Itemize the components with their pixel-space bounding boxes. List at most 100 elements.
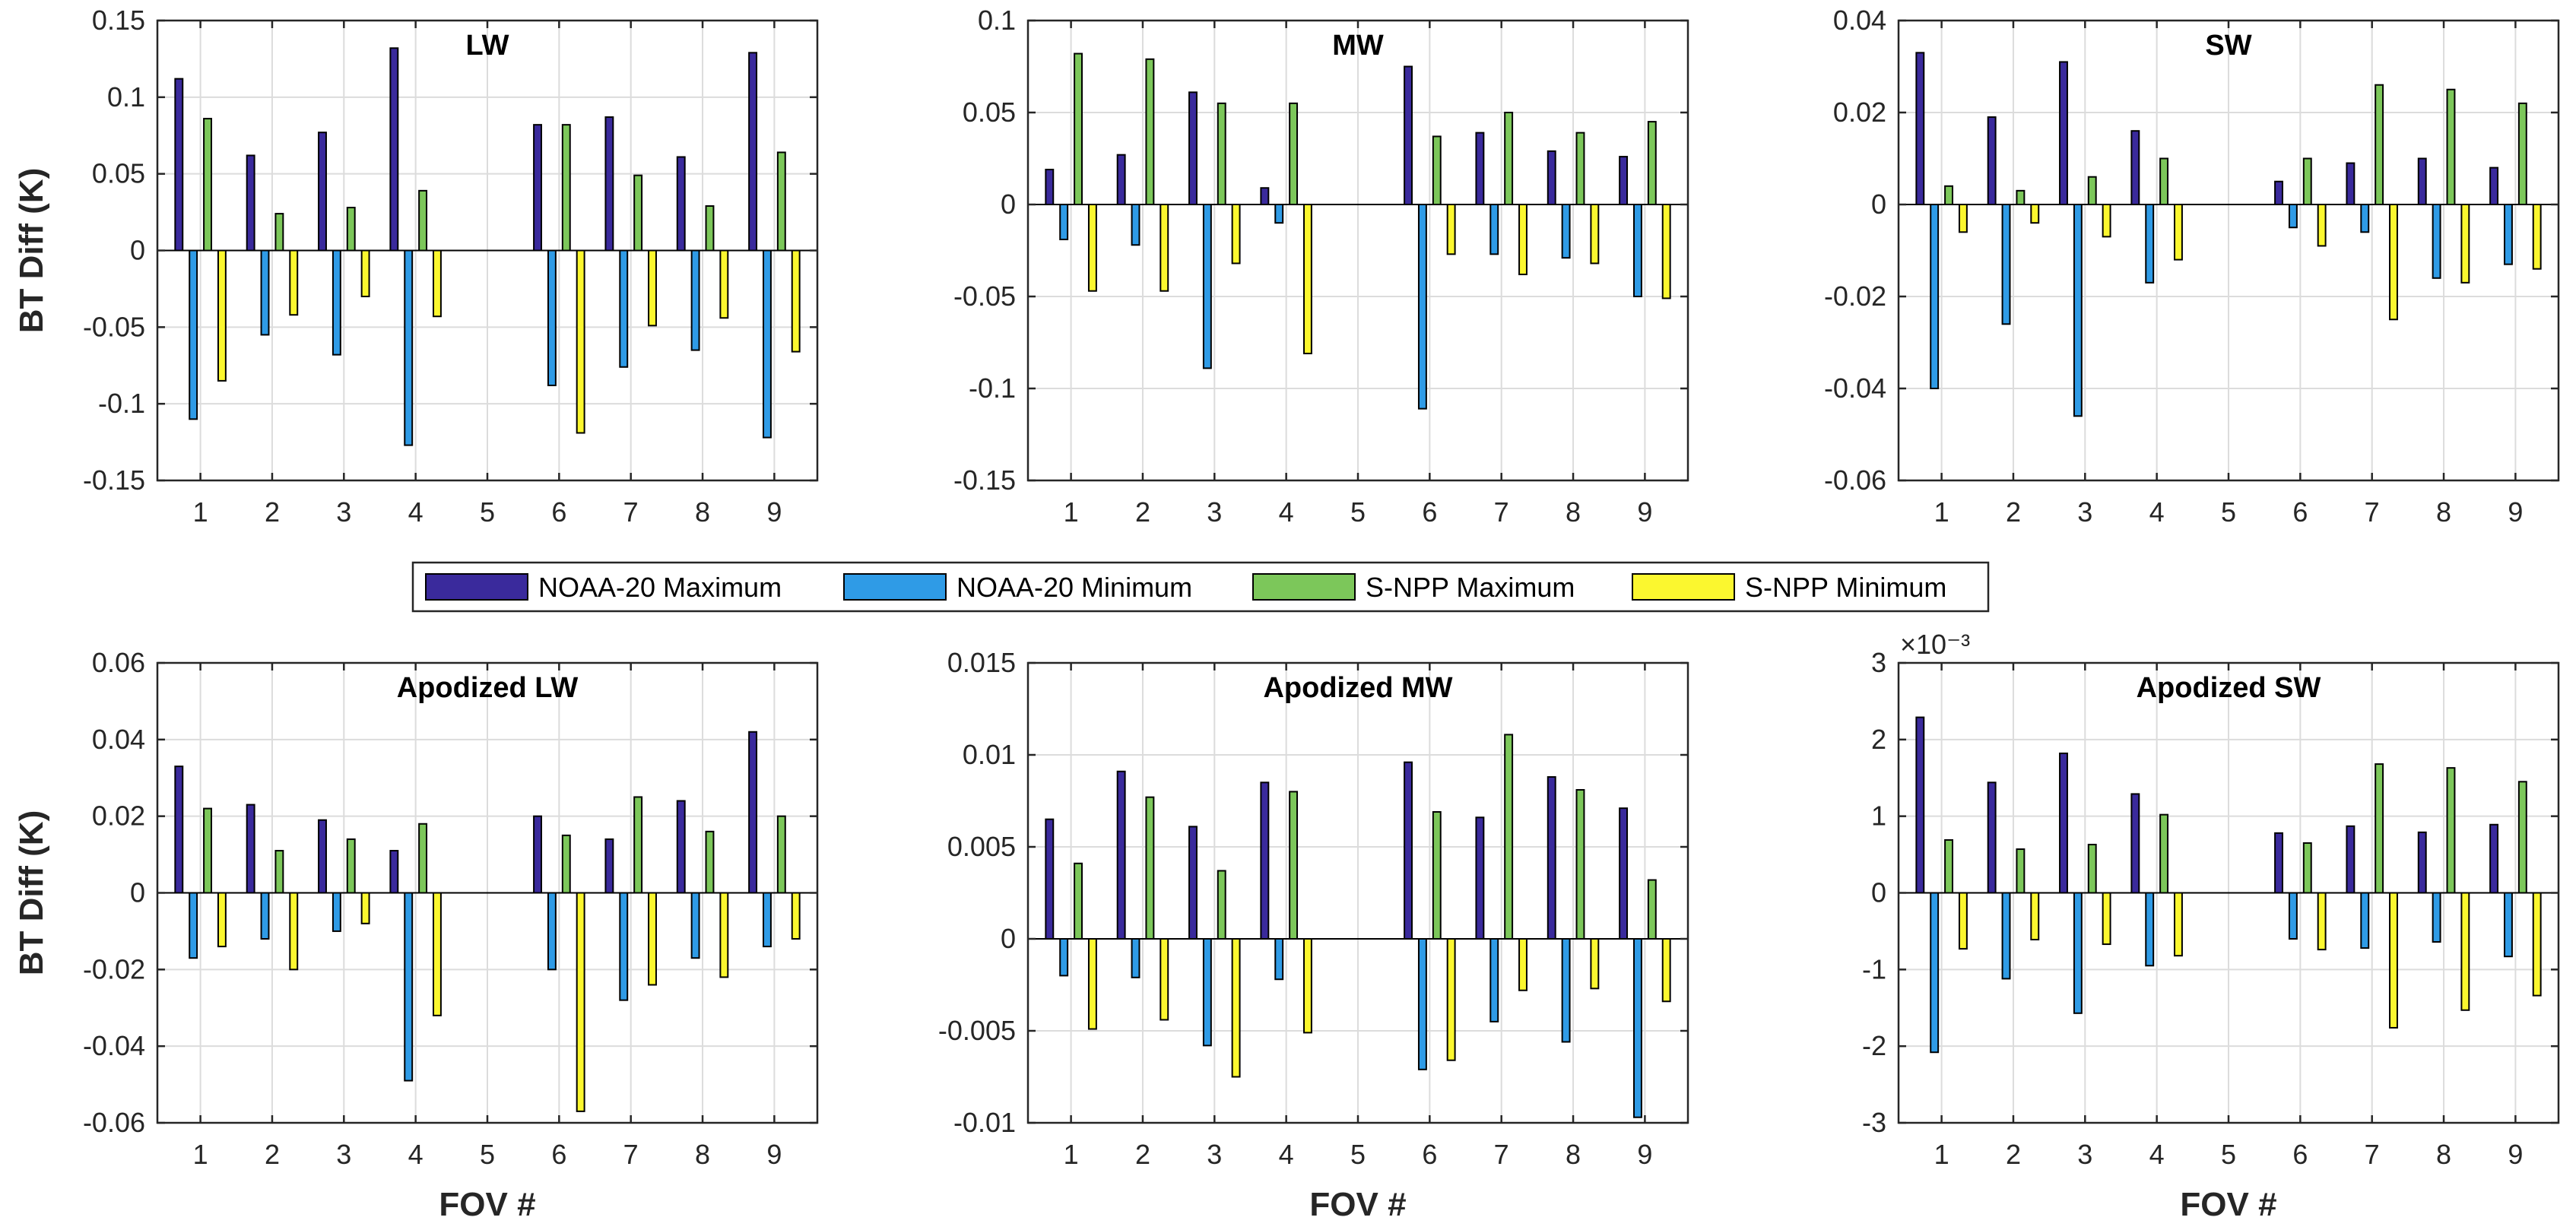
x-tick-label: 9 [2508,496,2523,528]
bar-s-npp-minimum-fov-1 [1958,892,1968,950]
y-tick-label: 0.15 [92,5,145,36]
x-tick-label: 4 [408,496,424,528]
x-tick-label: 2 [1135,496,1150,528]
x-tick-label: 7 [2365,1139,2380,1170]
bar-s-npp-maximum-fov-7 [633,174,643,252]
panel-5: -0.01 -0.005 0 0.005 0.01 0.015 1 2 3 4 5 6 7 8 9 Apodi… [938,647,1689,1223]
legend-swatch-s-npp-maximum [1252,573,1356,601]
y-tick-label: 0.015 [947,647,1016,678]
bar-s-npp-maximum-fov-3 [346,838,356,894]
y-tick-label: -0.06 [83,1107,145,1138]
bar-noaa-20-maximum-fov-2 [246,804,255,894]
bar-noaa-20-maximum-fov-2 [1987,116,1997,205]
bar-noaa-20-minimum-fov-4 [2145,892,2155,967]
bar-s-npp-maximum-fov-4 [1289,102,1299,205]
bar-noaa-20-maximum-fov-4 [1260,187,1270,206]
x-tick-label: 9 [1637,1139,1652,1170]
bar-noaa-20-minimum-fov-7 [1489,938,1499,1022]
bar-noaa-20-minimum-fov-8 [690,249,700,351]
bar-noaa-20-maximum-fov-3 [318,819,327,894]
y-tick-label: -0.01 [953,1107,1016,1138]
bar-s-npp-minimum-fov-9 [1661,938,1671,1003]
y-tick-label: -0.05 [83,311,145,342]
y-tick-label: 0.1 [978,5,1016,36]
panel-3: -0.06 -0.04 -0.02 0 0.02 0.04 1 2 3 4 5 6 7 8 9 SW [1824,5,2560,528]
bar-s-npp-maximum-fov-7 [2375,763,2384,894]
bar-s-npp-maximum-fov-8 [705,205,715,252]
bar-noaa-20-maximum-fov-8 [676,156,686,252]
y-tick-label: -2 [1862,1030,1886,1061]
y-tick-label: -0.02 [83,953,145,984]
bar-s-npp-minimum-fov-3 [2102,204,2111,238]
bar-s-npp-minimum-fov-9 [2532,204,2542,270]
y-tick-label: 0.01 [963,739,1016,770]
exponent-label: ×10⁻³ [1900,629,1970,660]
x-tick-label: 3 [336,496,351,528]
y-tick-label: 0 [1871,189,1886,220]
bar-s-npp-maximum-fov-3 [346,207,356,252]
bar-noaa-20-maximum-fov-3 [1188,826,1198,940]
x-tick-label: 9 [766,496,782,528]
bar-s-npp-maximum-fov-2 [274,850,284,894]
bar-noaa-20-minimum-fov-9 [763,892,772,948]
y-tick-label: 0.05 [92,158,145,189]
y-tick-label: 2 [1871,724,1886,755]
bar-noaa-20-maximum-fov-6 [2274,832,2283,894]
bar-noaa-20-minimum-fov-7 [1489,204,1499,255]
bar-s-npp-minimum-fov-1 [1087,204,1097,292]
x-tick-label: 5 [2221,1139,2236,1170]
bar-s-npp-maximum-fov-4 [418,823,428,894]
bar-s-npp-maximum-fov-8 [705,830,715,894]
bar-noaa-20-minimum-fov-6 [547,892,557,971]
bar-s-npp-minimum-fov-6 [576,249,585,434]
x-tick-label: 6 [551,496,566,528]
x-tick-label: 9 [1637,496,1652,528]
bar-noaa-20-minimum-fov-3 [1202,204,1212,369]
x-tick-label: 5 [2221,496,2236,528]
bar-noaa-20-minimum-fov-1 [189,892,198,959]
x-tick-label: 8 [695,496,710,528]
bar-s-npp-maximum-fov-7 [633,796,643,894]
bar-noaa-20-maximum-fov-8 [1547,776,1556,940]
bar-s-npp-minimum-fov-7 [648,892,657,986]
bar-s-npp-minimum-fov-9 [791,249,801,353]
bar-noaa-20-maximum-fov-7 [1475,816,1485,940]
bar-s-npp-minimum-fov-2 [289,892,299,971]
legend-label-s-npp-maximum: S-NPP Maximum [1366,572,1575,603]
x-tick-label: 2 [2006,1139,2021,1170]
panel-6: -3 -2 -1 0 1 2 3 1 2 3 4 5 6 7 8 9 Apodized SW ×10⁻³ FOV # [1862,629,2560,1223]
bar-noaa-20-minimum-fov-3 [1202,938,1212,1047]
bar-s-npp-maximum-fov-3 [1217,102,1226,205]
bar-noaa-20-maximum-fov-4 [2130,793,2140,894]
y-tick-label: -0.06 [1824,464,1886,496]
bar-s-npp-minimum-fov-1 [217,892,227,948]
bar-noaa-20-maximum-fov-1 [1045,818,1055,940]
bar-s-npp-maximum-fov-9 [776,151,786,252]
bar-s-npp-maximum-fov-9 [2517,781,2527,894]
bar-noaa-20-minimum-fov-4 [404,249,414,446]
y-tick-label: 3 [1871,647,1886,678]
bar-noaa-20-minimum-fov-1 [1059,204,1069,240]
y-tick-label: 0.02 [92,800,145,832]
bar-s-npp-minimum-fov-8 [719,249,729,319]
bar-noaa-20-maximum-fov-6 [1404,65,1413,205]
bar-noaa-20-minimum-fov-1 [1930,204,1940,389]
x-tick-label: 9 [2508,1139,2523,1170]
y-tick-label: -0.04 [1824,372,1886,404]
y-tick-label: 0.02 [1833,97,1886,128]
bar-s-npp-minimum-fov-6 [2317,204,2327,247]
bar-s-npp-minimum-fov-7 [1518,938,1528,991]
bar-s-npp-minimum-fov-1 [1958,204,1968,233]
bar-s-npp-maximum-fov-1 [1074,862,1083,940]
bar-s-npp-minimum-fov-4 [433,249,442,318]
y-axis-label: BT Diff (K) [13,168,50,334]
y-tick-label: -0.02 [1824,281,1886,312]
bar-noaa-20-minimum-fov-8 [2432,204,2441,279]
x-tick-label: 3 [336,1139,351,1170]
bar-noaa-20-maximum-fov-2 [246,154,255,252]
bar-s-npp-maximum-fov-9 [776,815,786,894]
bar-s-npp-maximum-fov-6 [2302,842,2312,894]
bar-s-npp-maximum-fov-3 [2087,176,2097,205]
bar-noaa-20-maximum-fov-6 [533,124,542,252]
